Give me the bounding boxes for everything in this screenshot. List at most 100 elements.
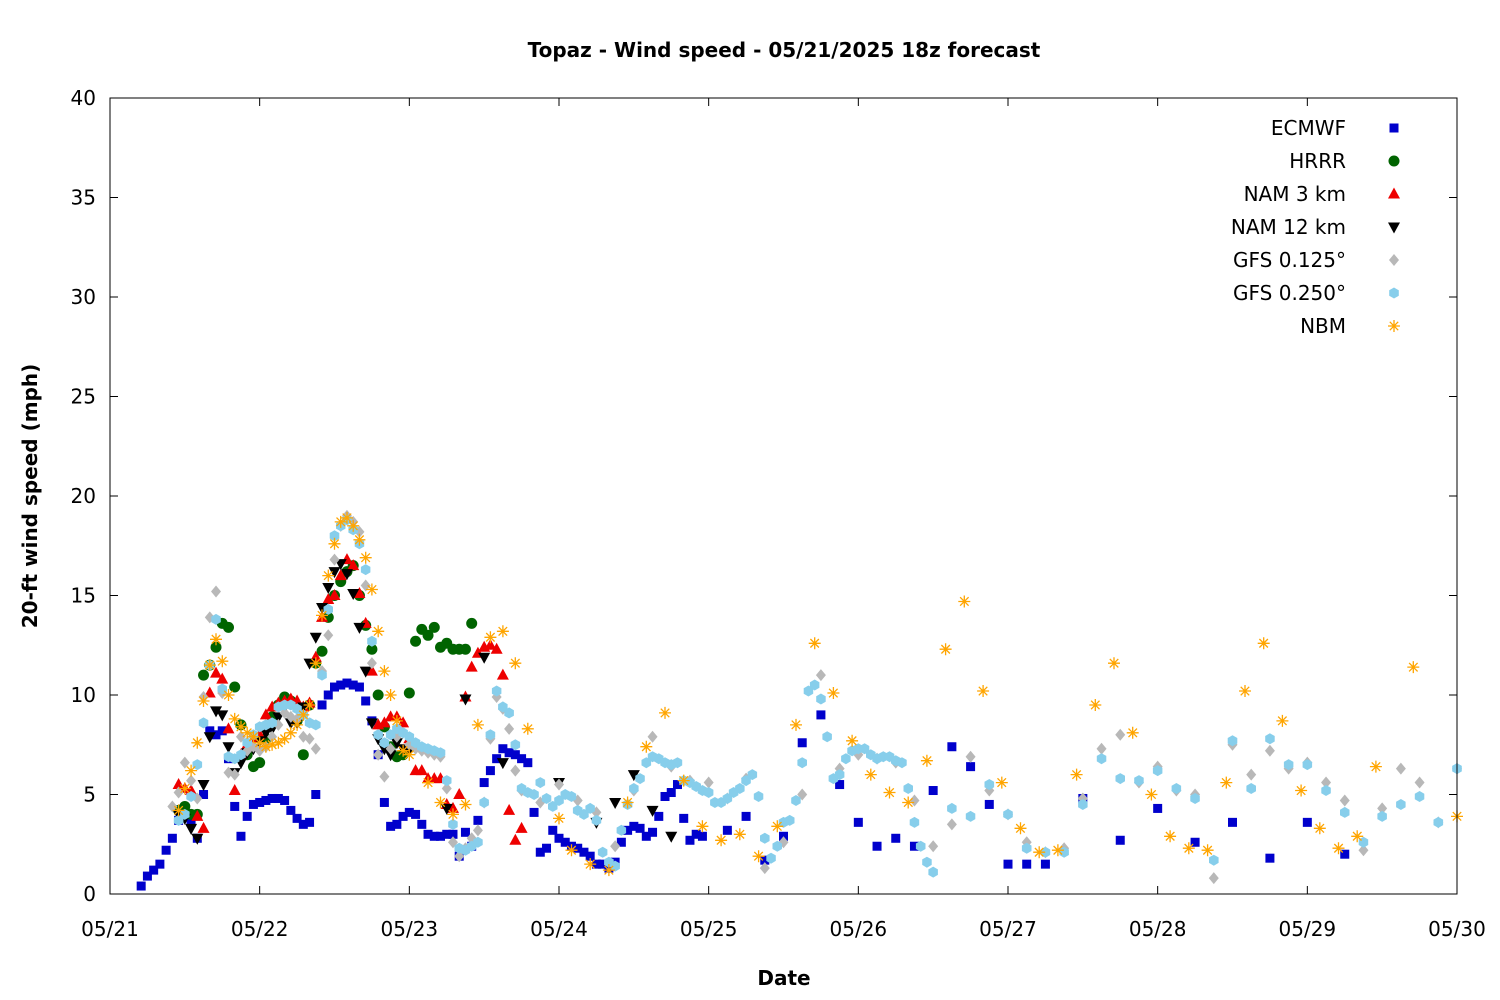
data-point xyxy=(267,793,277,803)
data-point xyxy=(542,843,552,853)
data-point xyxy=(348,680,358,690)
data-point xyxy=(203,732,216,744)
data-point xyxy=(317,700,327,710)
data-point xyxy=(330,682,339,692)
data-point xyxy=(909,816,920,828)
data-point xyxy=(386,821,396,831)
data-point xyxy=(216,655,229,668)
data-point xyxy=(659,706,671,719)
data-point xyxy=(309,632,322,644)
data-point xyxy=(297,708,310,721)
data-point xyxy=(179,800,191,812)
data-point xyxy=(149,865,159,875)
data-point xyxy=(535,777,546,789)
data-point xyxy=(1257,637,1270,650)
data-point xyxy=(161,845,171,855)
data-point xyxy=(1108,657,1120,670)
data-point xyxy=(610,860,620,872)
data-point xyxy=(216,672,229,684)
data-point xyxy=(496,625,509,638)
data-point xyxy=(510,764,521,777)
data-point xyxy=(1153,803,1163,813)
data-point xyxy=(646,805,659,817)
legend-marker xyxy=(1388,320,1400,332)
data-point xyxy=(541,793,552,804)
data-point xyxy=(797,738,807,748)
data-point xyxy=(790,718,802,731)
data-point xyxy=(535,847,545,857)
data-point xyxy=(428,621,440,633)
data-point xyxy=(353,587,366,599)
data-point xyxy=(448,818,458,830)
data-point xyxy=(523,758,533,768)
data-point xyxy=(199,790,209,799)
y-tick-label: 5 xyxy=(83,783,96,807)
data-point xyxy=(340,569,353,581)
data-point xyxy=(309,657,322,670)
data-point xyxy=(1276,714,1289,727)
data-point xyxy=(685,835,695,845)
chart-title: Topaz - Wind speed - 05/21/2025 18z fore… xyxy=(528,38,1041,62)
data-point xyxy=(573,843,583,853)
x-tick-label: 05/30 xyxy=(1428,917,1486,941)
data-point xyxy=(1190,837,1200,847)
data-point xyxy=(460,827,470,837)
data-point xyxy=(272,736,285,749)
data-point xyxy=(492,754,502,764)
data-point xyxy=(222,722,235,734)
data-point xyxy=(1040,846,1051,858)
data-point xyxy=(566,791,577,802)
data-point xyxy=(509,657,522,670)
legend-label: ECMWF xyxy=(1271,116,1346,140)
data-point xyxy=(210,666,223,678)
legend-label: HRRR xyxy=(1289,149,1346,173)
data-point xyxy=(328,537,341,550)
data-point xyxy=(484,638,497,650)
data-point xyxy=(785,814,795,826)
data-point xyxy=(947,742,957,752)
data-point xyxy=(216,710,229,722)
data-point xyxy=(1059,846,1069,858)
data-point xyxy=(473,836,483,848)
data-point xyxy=(329,530,340,542)
data-point xyxy=(197,695,210,707)
data-point xyxy=(1021,842,1032,854)
data-point xyxy=(142,871,152,881)
data-point xyxy=(360,579,371,592)
data-point xyxy=(1332,842,1345,855)
data-point xyxy=(167,800,178,813)
data-point xyxy=(766,852,776,864)
data-point xyxy=(872,841,882,851)
data-point xyxy=(434,796,447,809)
data-point xyxy=(1407,661,1420,674)
legend-label: GFS 0.250° xyxy=(1233,281,1346,305)
data-point xyxy=(517,754,527,764)
data-point xyxy=(173,786,184,799)
data-point xyxy=(347,559,360,571)
data-point xyxy=(447,808,459,821)
data-point xyxy=(1395,762,1406,775)
data-point xyxy=(259,740,272,753)
data-point xyxy=(328,567,341,579)
plot-frame xyxy=(109,97,1458,895)
data-point xyxy=(384,750,397,762)
data-point xyxy=(958,595,971,608)
data-point xyxy=(411,809,421,819)
data-point xyxy=(472,824,483,837)
data-point xyxy=(1340,806,1350,818)
data-point xyxy=(597,846,608,858)
data-point xyxy=(660,791,670,801)
data-point xyxy=(1164,830,1177,843)
data-point xyxy=(316,609,328,622)
data-point xyxy=(441,782,452,795)
data-point xyxy=(1003,808,1013,820)
y-tick-label: 20 xyxy=(71,484,96,508)
data-point xyxy=(498,744,508,754)
data-point xyxy=(565,844,578,857)
data-point xyxy=(883,786,896,799)
data-point xyxy=(334,569,347,581)
data-points xyxy=(136,509,1463,891)
data-point xyxy=(266,738,279,751)
data-point xyxy=(361,696,371,706)
data-point xyxy=(503,803,516,815)
